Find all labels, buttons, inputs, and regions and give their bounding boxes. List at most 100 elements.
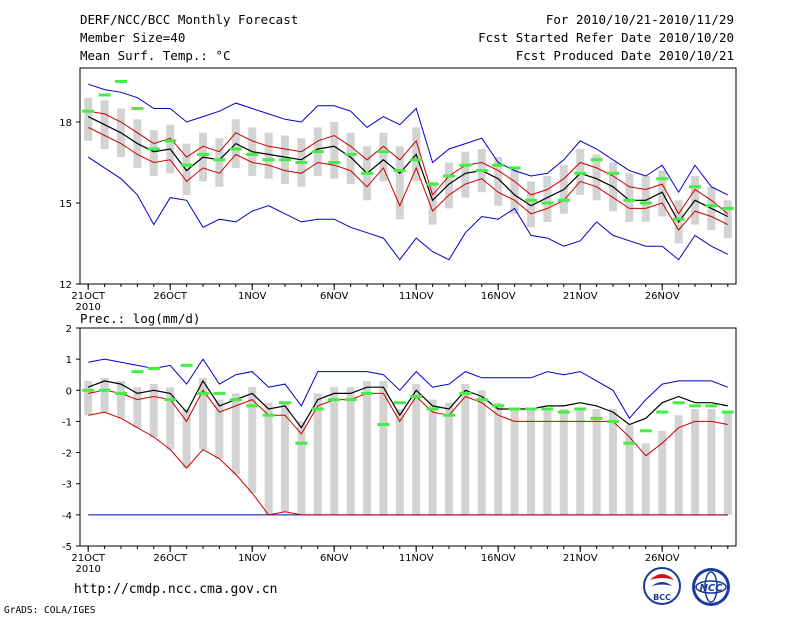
temp-y-tick-label: 18 [59, 118, 72, 129]
temp-observed-marker [393, 169, 406, 173]
temp-observed-marker [328, 161, 341, 164]
prec-observed-marker [131, 370, 144, 374]
prec-spread-bar [576, 408, 585, 515]
prec-spread-bar [543, 408, 552, 515]
prec-observed-marker [279, 401, 291, 405]
temp-observed-marker [295, 161, 308, 164]
temp-min-line [87, 156, 729, 261]
temp-x-tick-label: 21NOV [563, 291, 598, 302]
temp-observed-marker [246, 152, 259, 156]
prec-spread-bar [117, 380, 125, 419]
temp-spread-bar [346, 132, 355, 185]
prec-spread-bar [297, 421, 306, 515]
prec-observed-marker [689, 404, 701, 408]
prec-observed-marker [508, 407, 521, 411]
prec-observed-marker [426, 407, 439, 411]
temp-observed-marker [639, 201, 652, 205]
prec-observed-marker [393, 401, 406, 405]
prec-observed-marker [525, 407, 537, 411]
prec-observed-marker [607, 419, 619, 423]
prec-spread-bar [84, 380, 93, 416]
temp-observed-marker [508, 166, 521, 170]
prec-spread-upper-line [88, 389, 728, 457]
temp-spread-bar [149, 130, 158, 176]
prec-observed-marker [574, 407, 587, 411]
prec-spread-bar [149, 384, 158, 437]
temp-spread-bar [264, 132, 273, 179]
variable-label: Mean Surf. Temp.: °C [80, 48, 231, 63]
prec-observed-marker [656, 410, 669, 414]
temp-observed-marker [656, 177, 669, 181]
temp-observed-marker [672, 217, 685, 221]
prec-mean-line [87, 379, 728, 429]
temp-x-tick-label: 26NOV [645, 291, 680, 302]
prec-spread-bar [313, 393, 322, 515]
prec-spread-bar [641, 443, 650, 515]
prec-x-tick-label: 21NOV [563, 553, 598, 564]
prec-observed-marker [541, 407, 554, 411]
temp-spread-bar [543, 176, 552, 222]
prec-x-tick-label: 1NOV [238, 553, 267, 564]
temp-max-line [88, 83, 729, 196]
temp-observed-marker [229, 147, 242, 151]
temp-spread-bar [461, 151, 470, 198]
temp-observed-marker [98, 93, 111, 97]
temp-observed-marker [475, 169, 488, 173]
prec-y-tick-label: -5 [62, 542, 72, 553]
temp-observed-marker [197, 152, 209, 156]
temp-x-tick-label: 11NOV [399, 291, 434, 302]
member-size: Member Size=40 [80, 30, 186, 45]
prec-observed-marker [246, 404, 259, 408]
temp-spread-bar [527, 181, 535, 228]
prec-spread-bar [133, 387, 142, 428]
temp-observed-marker [705, 204, 718, 208]
prec-observed-marker [164, 398, 177, 402]
temp-x-tick-label: 26OCT [153, 291, 188, 302]
temp-y-tick-label: 12 [59, 280, 72, 291]
temp-observed-marker [377, 150, 390, 154]
prec-spread-bar [592, 408, 601, 515]
temp-spread-bar [445, 162, 453, 209]
temp-y-tick-label: 15 [59, 199, 72, 210]
temp-spread-upper-line [88, 110, 729, 215]
prec-y-tick-label: 2 [66, 324, 72, 335]
temp-spread-bar [84, 97, 93, 141]
prec-spread-bar [182, 408, 191, 469]
prec-spread-bar [658, 430, 667, 515]
prec-observed-marker [459, 391, 472, 395]
prec-observed-marker [672, 401, 685, 405]
temp-observed-marker [82, 109, 95, 113]
prec-observed-marker [344, 398, 357, 402]
temp-observed-marker [459, 163, 472, 167]
temp-observed-marker [557, 198, 570, 202]
started-date: Fcst Started Refer Date 2010/10/20 [478, 30, 734, 45]
temp-spread-bar [428, 181, 437, 225]
temp-observed-marker [164, 139, 177, 143]
prec-x-tick-label: 26NOV [645, 553, 680, 564]
temp-spread-bar [658, 170, 667, 217]
prec-y-tick-label: -4 [62, 511, 72, 522]
prec-observed-marker [377, 423, 390, 427]
precip-label: Prec.: log(mm/d) [80, 311, 201, 326]
temp-observed-marker [115, 80, 127, 83]
temp-observed-marker [311, 150, 324, 154]
prec-observed-marker [623, 441, 636, 445]
prec-observed-marker [115, 391, 127, 395]
prec-y-tick-label: 0 [66, 386, 72, 397]
prec-spread-bar [330, 387, 339, 515]
prec-observed-marker [639, 429, 652, 433]
prec-spread-bar [723, 412, 732, 515]
prec-spread-bar [248, 387, 257, 494]
bcc-logo: BCC [643, 567, 681, 605]
temp-observed-marker [180, 163, 193, 167]
temp-spread-bar [330, 122, 339, 179]
prec-spread-bar [264, 402, 273, 515]
prec-observed-marker [475, 398, 488, 402]
prec-observed-marker [197, 391, 209, 395]
temp-observed-marker [721, 206, 734, 210]
temp-observed-marker [344, 152, 357, 156]
temp-spread-lower-line [87, 126, 729, 231]
prec-plot-frame [79, 327, 737, 547]
prec-observed-marker [328, 398, 341, 402]
source-url: http://cmdp.ncc.cma.gov.cn [74, 582, 278, 597]
